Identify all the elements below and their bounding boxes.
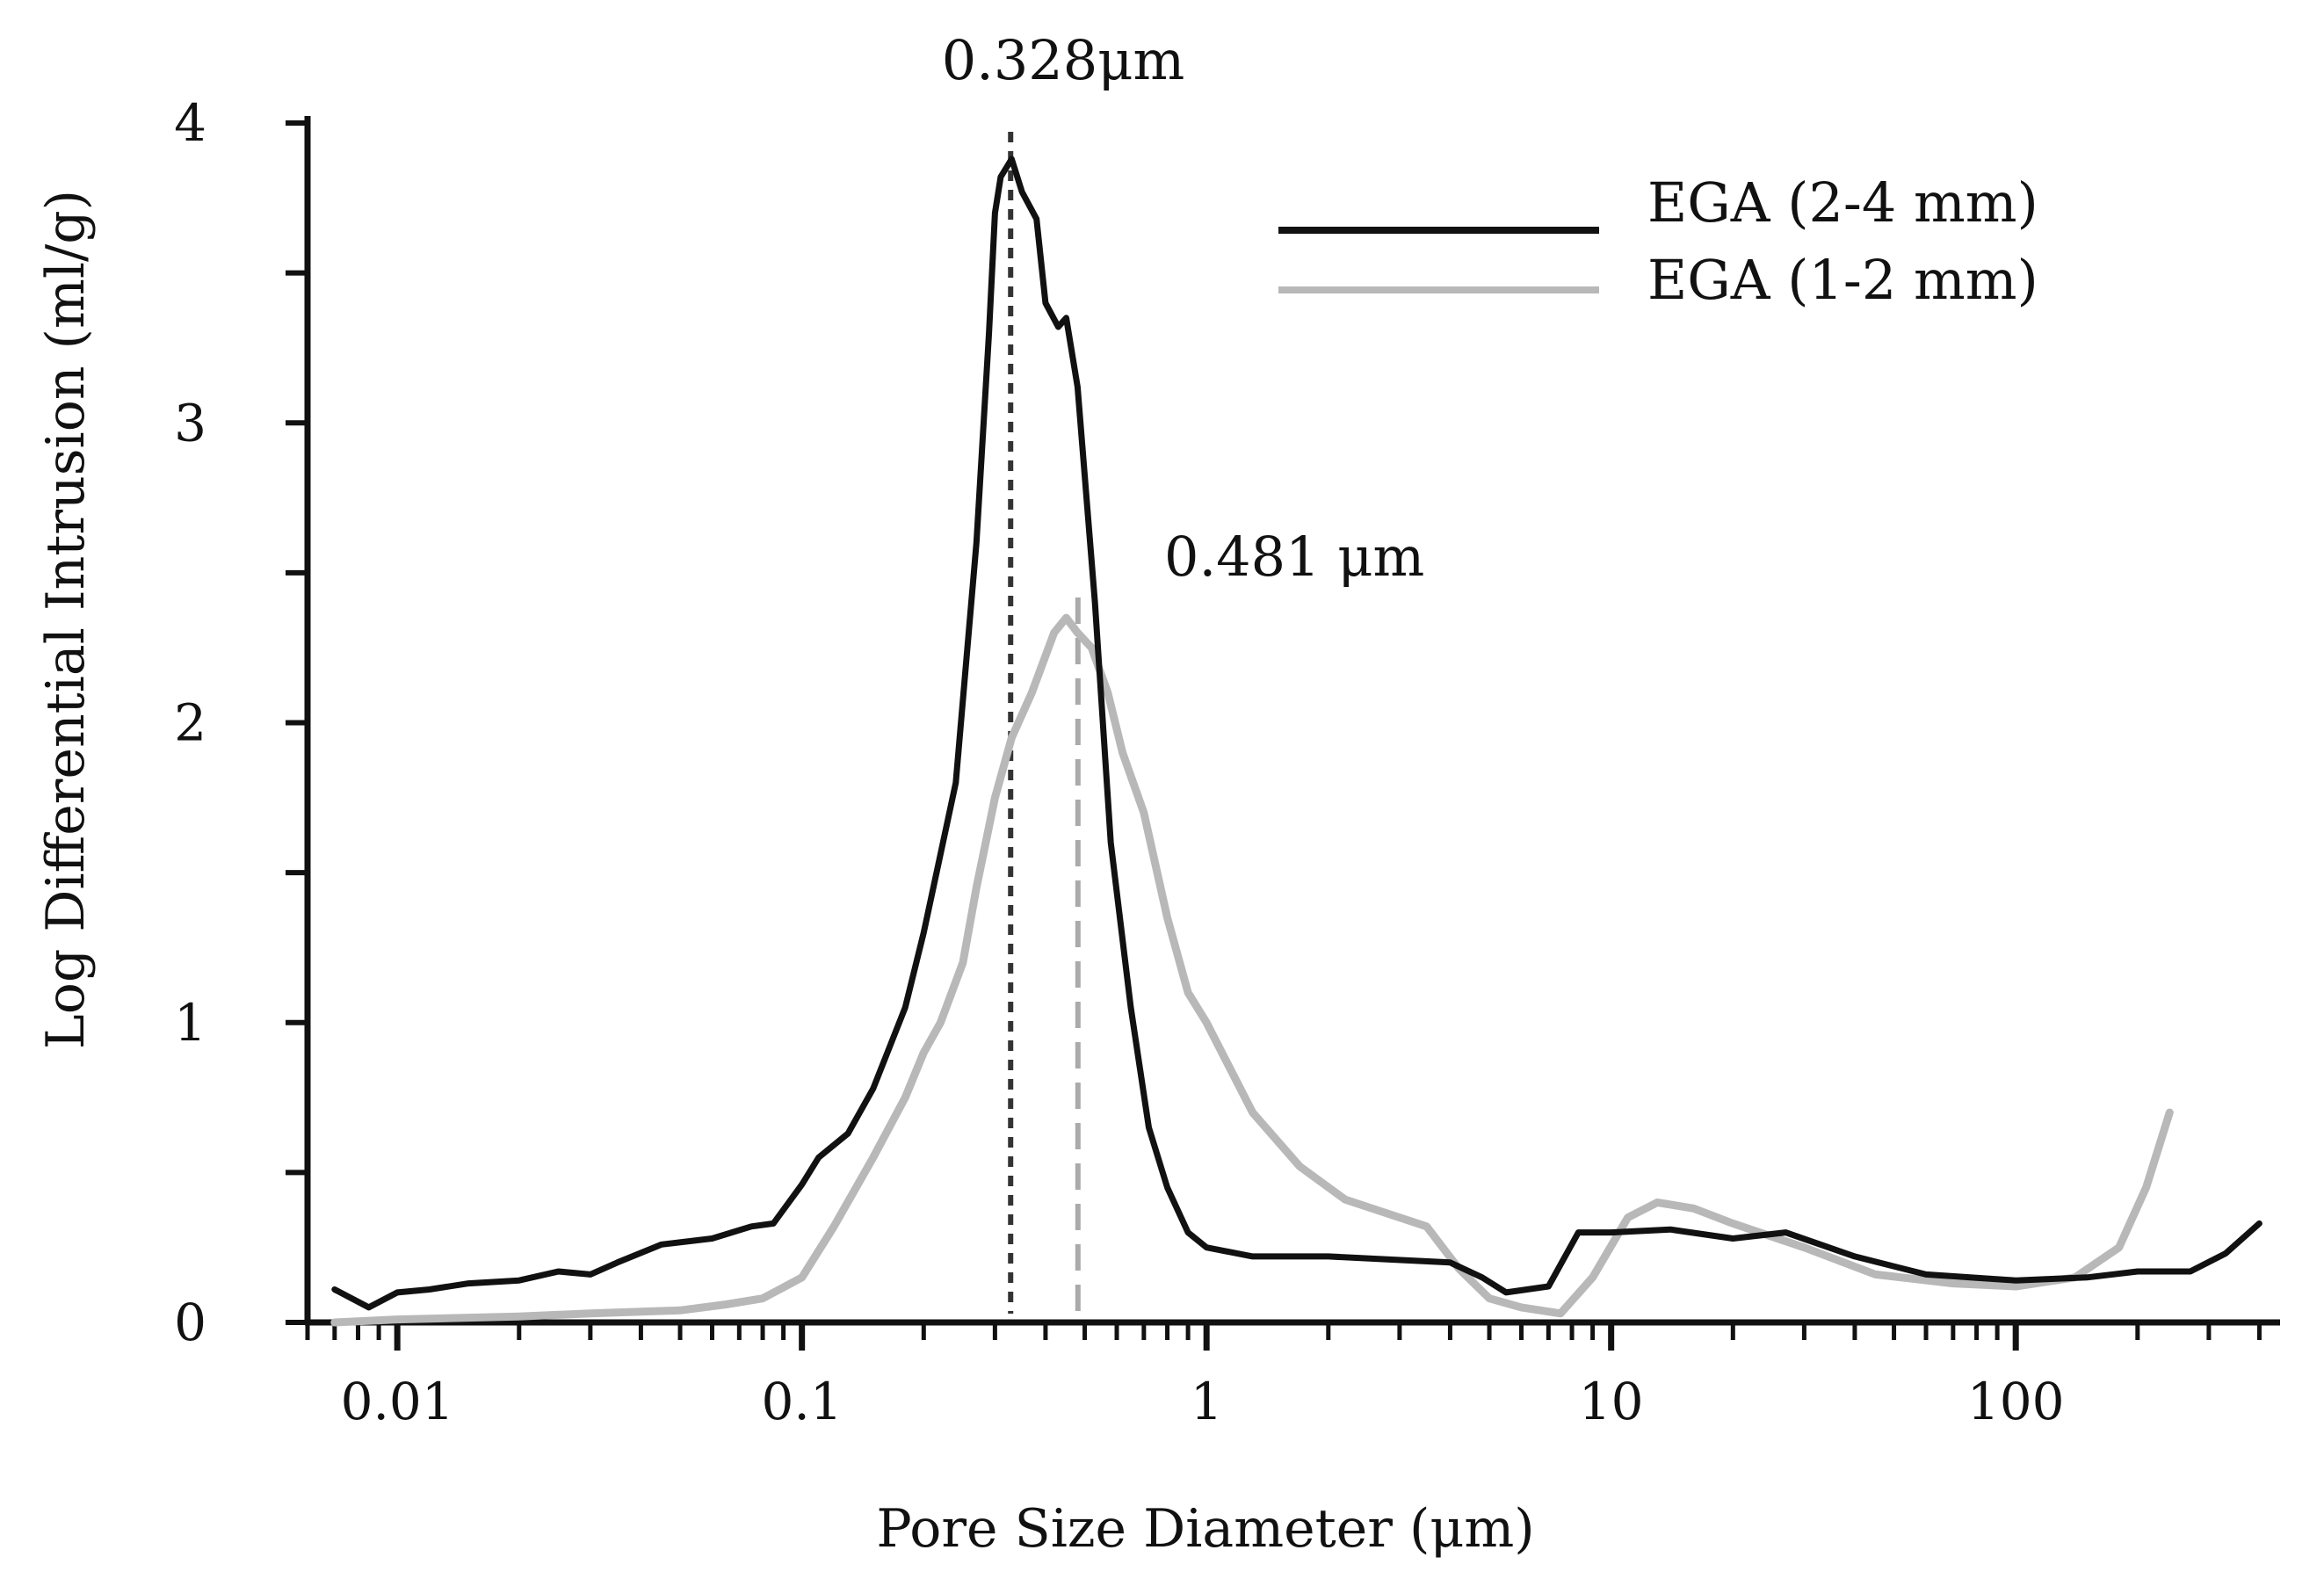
series-line-1 bbox=[331, 156, 2262, 1311]
plot-area: 0 1 2 3 4 0.01 0.1 1 10 100 bbox=[174, 93, 2280, 1431]
x-tick-label: 10 bbox=[1579, 1372, 1644, 1431]
x-tick-label: 100 bbox=[1967, 1372, 2065, 1431]
y-tick-label: 4 bbox=[174, 93, 206, 153]
y-axis-title: Log Differential Intrusion (ml/g) bbox=[35, 190, 97, 1049]
annotation-label-peak-1: 0.328μm bbox=[942, 28, 1185, 92]
y-tick-label: 1 bbox=[174, 993, 206, 1053]
series-line-2 bbox=[330, 613, 2174, 1327]
y-axis-ticks: 0 1 2 3 4 bbox=[174, 93, 308, 1352]
x-tick-label: 0.01 bbox=[341, 1372, 454, 1431]
annotation-lines bbox=[1008, 132, 1081, 1314]
annotation-label-peak-2: 0.481 μm bbox=[1164, 525, 1424, 589]
legend-label-series-2: EGA (1-2 mm) bbox=[1647, 248, 2038, 312]
y-tick-label: 3 bbox=[174, 393, 206, 453]
x-axis-ticks: 0.01 0.1 1 10 100 bbox=[305, 1322, 2262, 1431]
legend-label-series-1: EGA (2-4 mm) bbox=[1647, 170, 2038, 235]
legend: EGA (2-4 mm) EGA (1-2 mm) bbox=[1278, 170, 2038, 312]
series-lines bbox=[330, 156, 2262, 1327]
y-tick-label: 0 bbox=[174, 1293, 206, 1352]
y-tick-label: 2 bbox=[174, 693, 206, 753]
x-tick-label: 0.1 bbox=[762, 1372, 843, 1431]
x-tick-label: 1 bbox=[1191, 1372, 1223, 1431]
x-axis-title: Pore Size Diameter (μm) bbox=[876, 1498, 1534, 1560]
